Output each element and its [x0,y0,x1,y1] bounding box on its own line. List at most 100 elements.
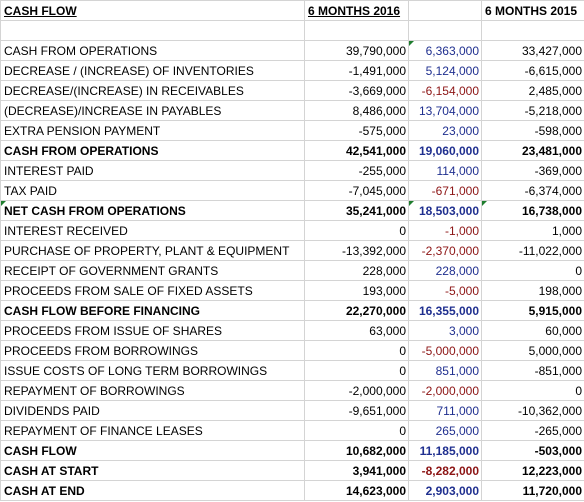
row-label-cell[interactable]: REPAYMENT OF BORROWINGS [0,380,305,401]
row-label-cell[interactable]: CASH FROM OPERATIONS [0,40,305,61]
value-2016-cell[interactable]: -1,491,000 [304,60,409,81]
row-label-cell[interactable]: PROCEEDS FROM ISSUE OF SHARES [0,320,305,341]
difference-cell[interactable]: -2,370,000 [408,240,482,261]
value-2015-cell[interactable]: -10,362,000 [481,400,584,421]
row-label-cell[interactable]: DECREASE/(INCREASE) IN RECEIVABLES [0,80,305,101]
blank-cell[interactable] [0,20,305,41]
row-label-cell[interactable]: PROCEEDS FROM SALE OF FIXED ASSETS [0,280,305,301]
difference-cell[interactable]: 265,000 [408,420,482,441]
value-2015-cell[interactable]: -598,000 [481,120,584,141]
difference-cell[interactable]: 6,363,000 [408,40,482,61]
value-2016-cell[interactable]: 0 [304,340,409,361]
value-2015-cell[interactable]: -11,022,000 [481,240,584,261]
row-label-cell[interactable]: CASH AT END [0,480,305,501]
blank-cell[interactable] [304,20,409,41]
value-2016-cell[interactable]: -3,669,000 [304,80,409,101]
value-2015-cell[interactable]: -5,218,000 [481,100,584,121]
difference-cell[interactable]: 114,000 [408,160,482,181]
value-2015-cell[interactable]: 60,000 [481,320,584,341]
row-label-cell[interactable]: CASH FLOW BEFORE FINANCING [0,300,305,321]
value-2015-cell[interactable]: 198,000 [481,280,584,301]
header-2016-cell[interactable]: 6 MONTHS 2016 [304,0,409,21]
value-2016-cell[interactable]: 0 [304,220,409,241]
row-label-cell[interactable]: TAX PAID [0,180,305,201]
value-2016-cell[interactable]: 0 [304,360,409,381]
row-label-cell[interactable]: EXTRA PENSION PAYMENT [0,120,305,141]
row-label-cell[interactable]: PURCHASE OF PROPERTY, PLANT & EQUIPMENT [0,240,305,261]
value-2016-cell[interactable]: -7,045,000 [304,180,409,201]
title-cell[interactable]: CASH FLOW [0,0,305,21]
value-2016-cell[interactable]: -575,000 [304,120,409,141]
difference-cell[interactable]: 18,503,000 [408,200,482,221]
value-2016-cell[interactable]: -255,000 [304,160,409,181]
value-2016-cell[interactable]: 22,270,000 [304,300,409,321]
difference-cell[interactable]: 851,000 [408,360,482,381]
row-label-cell[interactable]: NET CASH FROM OPERATIONS [0,200,305,221]
value-2016-cell[interactable]: 8,486,000 [304,100,409,121]
difference-cell[interactable]: -8,282,000 [408,460,482,481]
value-2015-cell[interactable]: 0 [481,260,584,281]
value-2016-cell[interactable]: 63,000 [304,320,409,341]
difference-cell[interactable]: 23,000 [408,120,482,141]
value-2016-cell[interactable]: -13,392,000 [304,240,409,261]
value-2015-cell[interactable]: 23,481,000 [481,140,584,161]
row-label-cell[interactable]: CASH AT START [0,460,305,481]
value-2015-cell[interactable]: -265,000 [481,420,584,441]
value-2015-cell[interactable]: 0 [481,380,584,401]
header-2015-cell[interactable]: 6 MONTHS 2015 [481,0,584,21]
row-label-cell[interactable]: INTEREST RECEIVED [0,220,305,241]
value-2015-cell[interactable]: -503,000 [481,440,584,461]
value-2015-cell[interactable]: 11,720,000 [481,480,584,501]
difference-cell[interactable]: -5,000,000 [408,340,482,361]
blank-cell[interactable] [481,20,584,41]
difference-cell[interactable]: 13,704,000 [408,100,482,121]
value-2016-cell[interactable]: -2,000,000 [304,380,409,401]
value-2016-cell[interactable]: 10,682,000 [304,440,409,461]
difference-cell[interactable]: 5,124,000 [408,60,482,81]
value-2016-cell[interactable]: 39,790,000 [304,40,409,61]
value-2016-cell[interactable]: 228,000 [304,260,409,281]
header-diff-cell[interactable] [408,0,482,21]
row-label-cell[interactable]: INTEREST PAID [0,160,305,181]
difference-cell[interactable]: 711,000 [408,400,482,421]
value-2015-cell[interactable]: -369,000 [481,160,584,181]
row-label-cell[interactable]: DIVIDENDS PAID [0,400,305,421]
row-label-cell[interactable]: PROCEEDS FROM BORROWINGS [0,340,305,361]
difference-cell[interactable]: -6,154,000 [408,80,482,101]
value-2016-cell[interactable]: -9,651,000 [304,400,409,421]
difference-cell[interactable]: 16,355,000 [408,300,482,321]
value-2016-cell[interactable]: 35,241,000 [304,200,409,221]
value-2016-cell[interactable]: 14,623,000 [304,480,409,501]
row-label-cell[interactable]: CASH FLOW [0,440,305,461]
difference-cell[interactable]: 3,000 [408,320,482,341]
value-2015-cell[interactable]: 33,427,000 [481,40,584,61]
value-2015-cell[interactable]: -6,615,000 [481,60,584,81]
value-2015-cell[interactable]: 5,000,000 [481,340,584,361]
blank-cell[interactable] [408,20,482,41]
difference-cell[interactable]: 19,060,000 [408,140,482,161]
row-label-cell[interactable]: (DECREASE)/INCREASE IN PAYABLES [0,100,305,121]
difference-cell[interactable]: -671,000 [408,180,482,201]
difference-cell[interactable]: 2,903,000 [408,480,482,501]
value-2015-cell[interactable]: 2,485,000 [481,80,584,101]
difference-cell[interactable]: -2,000,000 [408,380,482,401]
row-label-cell[interactable]: ISSUE COSTS OF LONG TERM BORROWINGS [0,360,305,381]
row-label-cell[interactable]: REPAYMENT OF FINANCE LEASES [0,420,305,441]
difference-cell[interactable]: -1,000 [408,220,482,241]
value-2015-cell[interactable]: 16,738,000 [481,200,584,221]
difference-cell[interactable]: -5,000 [408,280,482,301]
row-label-cell[interactable]: CASH FROM OPERATIONS [0,140,305,161]
value-2016-cell[interactable]: 42,541,000 [304,140,409,161]
value-2015-cell[interactable]: -851,000 [481,360,584,381]
value-2016-cell[interactable]: 193,000 [304,280,409,301]
value-2015-cell[interactable]: -6,374,000 [481,180,584,201]
value-2016-cell[interactable]: 0 [304,420,409,441]
difference-cell[interactable]: 228,000 [408,260,482,281]
value-2015-cell[interactable]: 12,223,000 [481,460,584,481]
value-2015-cell[interactable]: 5,915,000 [481,300,584,321]
value-2016-cell[interactable]: 3,941,000 [304,460,409,481]
value-2015-cell[interactable]: 1,000 [481,220,584,241]
row-label-cell[interactable]: DECREASE / (INCREASE) OF INVENTORIES [0,60,305,81]
row-label-cell[interactable]: RECEIPT OF GOVERNMENT GRANTS [0,260,305,281]
difference-cell[interactable]: 11,185,000 [408,440,482,461]
